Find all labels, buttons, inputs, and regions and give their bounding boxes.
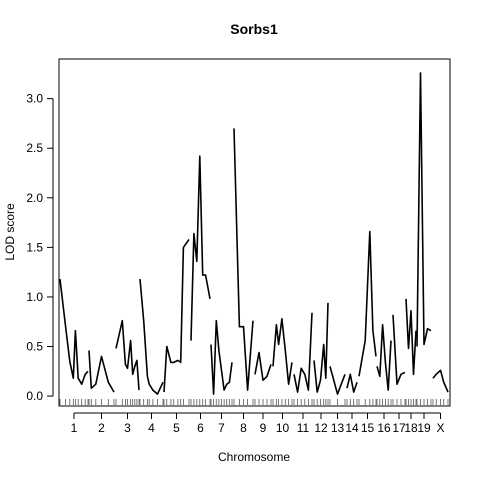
x-tick-label: 7 — [218, 421, 225, 435]
chart-title: Sorbs1 — [230, 21, 278, 37]
lod-curve-chr-14 — [346, 373, 358, 393]
y-tick-label: 3.0 — [26, 92, 43, 106]
lod-curve-chr-7 — [210, 319, 233, 395]
lod-curve-chr-6 — [190, 155, 211, 341]
lod-curve-chr-X — [432, 369, 449, 393]
lod-curve-chr-19 — [416, 72, 432, 347]
x-tick-label: 10 — [276, 421, 290, 435]
lod-curve-chr-4 — [139, 279, 164, 395]
x-tick-label: X — [436, 421, 444, 435]
lod-curve-chr-10 — [272, 317, 293, 386]
lod-curve-chr-12 — [313, 302, 329, 393]
lod-curves — [59, 72, 449, 395]
x-tick-label: 14 — [345, 421, 359, 435]
lod-curve-chr-17 — [392, 314, 406, 386]
x-tick-label: 16 — [377, 421, 391, 435]
marker-rug — [59, 399, 449, 405]
lod-curve-chr-9 — [254, 351, 272, 382]
y-tick-label: 1.0 — [26, 290, 43, 304]
x-tick-label: 2 — [98, 421, 105, 435]
x-tick-label: 13 — [331, 421, 345, 435]
x-tick-label: 18 — [404, 421, 418, 435]
lod-curve-chr-2 — [88, 350, 115, 393]
lod-curve-chr-1 — [59, 279, 89, 386]
y-axis: 0.0 0.5 1.0 1.5 2.0 2.5 3.0 — [26, 92, 54, 403]
y-tick-label: 0.0 — [26, 389, 43, 403]
x-tick-label: 3 — [124, 421, 131, 435]
lod-curve-chr-5 — [163, 238, 190, 393]
lod-curve-chr-3 — [115, 319, 140, 391]
x-tick-label: 17 — [392, 421, 406, 435]
x-tick-label: 4 — [148, 421, 155, 435]
x-tick-label: 9 — [260, 421, 267, 435]
y-tick-label: 2.0 — [26, 191, 43, 205]
lod-curve-chr-11 — [293, 312, 313, 393]
lod-curve-chr-16 — [376, 323, 392, 391]
x-tick-label: 1 — [71, 421, 78, 435]
y-axis-label: LOD score — [3, 203, 17, 261]
x-axis-label: Chromosome — [218, 450, 290, 464]
y-tick-label: 0.5 — [26, 340, 43, 354]
lod-curve-chr-15 — [358, 230, 377, 377]
x-tick-label: 19 — [417, 421, 431, 435]
lod-curve-chr-18 — [405, 298, 417, 376]
x-tick-label: 15 — [361, 421, 375, 435]
x-tick-label: 11 — [297, 421, 310, 435]
y-tick-label: 1.5 — [26, 240, 43, 254]
x-tick-label: 6 — [197, 421, 204, 435]
x-tick-label: 8 — [240, 421, 247, 435]
x-tick-label: 12 — [314, 421, 328, 435]
plot-frame — [58, 58, 451, 407]
x-tick-label: 5 — [173, 421, 180, 435]
lod-curve-chr-13 — [329, 366, 346, 395]
lod-curve-chr-8 — [233, 128, 254, 391]
y-tick-label: 2.5 — [26, 141, 43, 155]
